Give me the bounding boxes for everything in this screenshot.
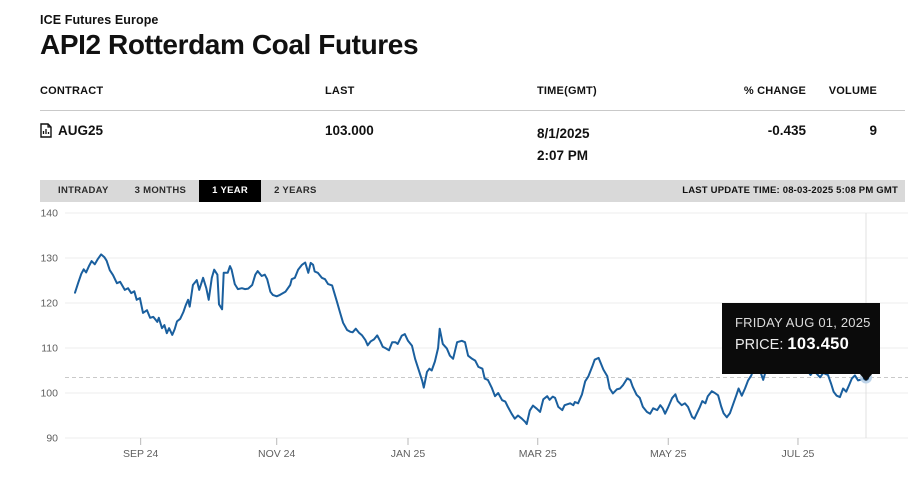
contract-link[interactable]: AUG25 (58, 123, 104, 139)
quote-table: CONTRACT LAST TIME(GMT) % CHANGE VOLUME (40, 85, 905, 166)
x-tick-label: SEP 24 (123, 448, 159, 460)
y-tick-label: 120 (40, 297, 58, 309)
price-chart-canvas[interactable]: 140 130 120 110 100 90 SEP 24 NOV 24 JAN 25 MAR 2… (0, 203, 919, 473)
table-row: AUG25 103.000 8/1/2025 2:07 PM -0.435 9 (40, 111, 905, 166)
time-cell: 8/1/2025 2:07 PM (537, 123, 732, 166)
contract-doc-icon (40, 123, 52, 139)
col-header-pct-change: % CHANGE (743, 85, 806, 98)
pct-change-value: -0.435 (767, 123, 806, 139)
last-update-time: LAST UPDATE TIME: 08-03-2025 5:08 PM GMT (682, 185, 898, 197)
volume-value: 9 (869, 123, 877, 139)
col-header-time: TIME(GMT) (537, 85, 597, 98)
price-line-series (74, 252, 867, 425)
y-tick-label: 130 (40, 252, 58, 264)
y-tick-label: 110 (41, 342, 58, 354)
table-divider (40, 110, 905, 112)
tab-2-years[interactable]: 2 YEARS (261, 180, 330, 202)
y-tick-label: 140 (40, 207, 58, 219)
y-tick-label: 100 (40, 387, 58, 399)
time-date: 8/1/2025 (537, 126, 590, 142)
col-header-volume: VOLUME (828, 85, 877, 98)
last-price-value: 103.000 (325, 123, 374, 139)
tooltip-price: PRICE: 103.450 (735, 335, 880, 354)
x-tick-label: JAN 25 (391, 448, 426, 460)
x-tick-label: MAY 25 (650, 448, 687, 460)
x-tick-label: MAR 25 (519, 448, 557, 460)
chart-tooltip: FRIDAY AUG 01, 2025 PRICE: 103.450 (722, 303, 880, 381)
price-chart[interactable]: 140 130 120 110 100 90 SEP 24 NOV 24 JAN 25 MAR 2… (0, 203, 919, 473)
col-header-contract: CONTRACT (40, 85, 104, 98)
tab-intraday[interactable]: INTRADAY (45, 180, 122, 202)
tab-1-year[interactable]: 1 YEAR (199, 179, 262, 202)
y-tick-label: 90 (46, 432, 58, 444)
tab-3-months[interactable]: 3 MONTHS (122, 180, 200, 202)
tooltip-date: FRIDAY AUG 01, 2025 (735, 315, 871, 330)
tooltip-price-value: 103.450 (787, 335, 850, 353)
x-tick-label: JUL 25 (782, 448, 815, 460)
x-tick-label: NOV 24 (258, 448, 296, 460)
quote-table-header: CONTRACT LAST TIME(GMT) % CHANGE VOLUME (40, 85, 905, 110)
col-header-last: LAST (325, 85, 355, 98)
time-clock: 2:07 PM (537, 147, 589, 163)
tooltip-price-label: PRICE: (735, 337, 788, 353)
chart-range-toolbar: INTRADAY 3 MONTHS 1 YEAR 2 YEARS LAST UP… (40, 179, 905, 202)
exchange-name: ICE Futures Europe (40, 13, 159, 27)
page-title: API2 Rotterdam Coal Futures (40, 29, 419, 60)
